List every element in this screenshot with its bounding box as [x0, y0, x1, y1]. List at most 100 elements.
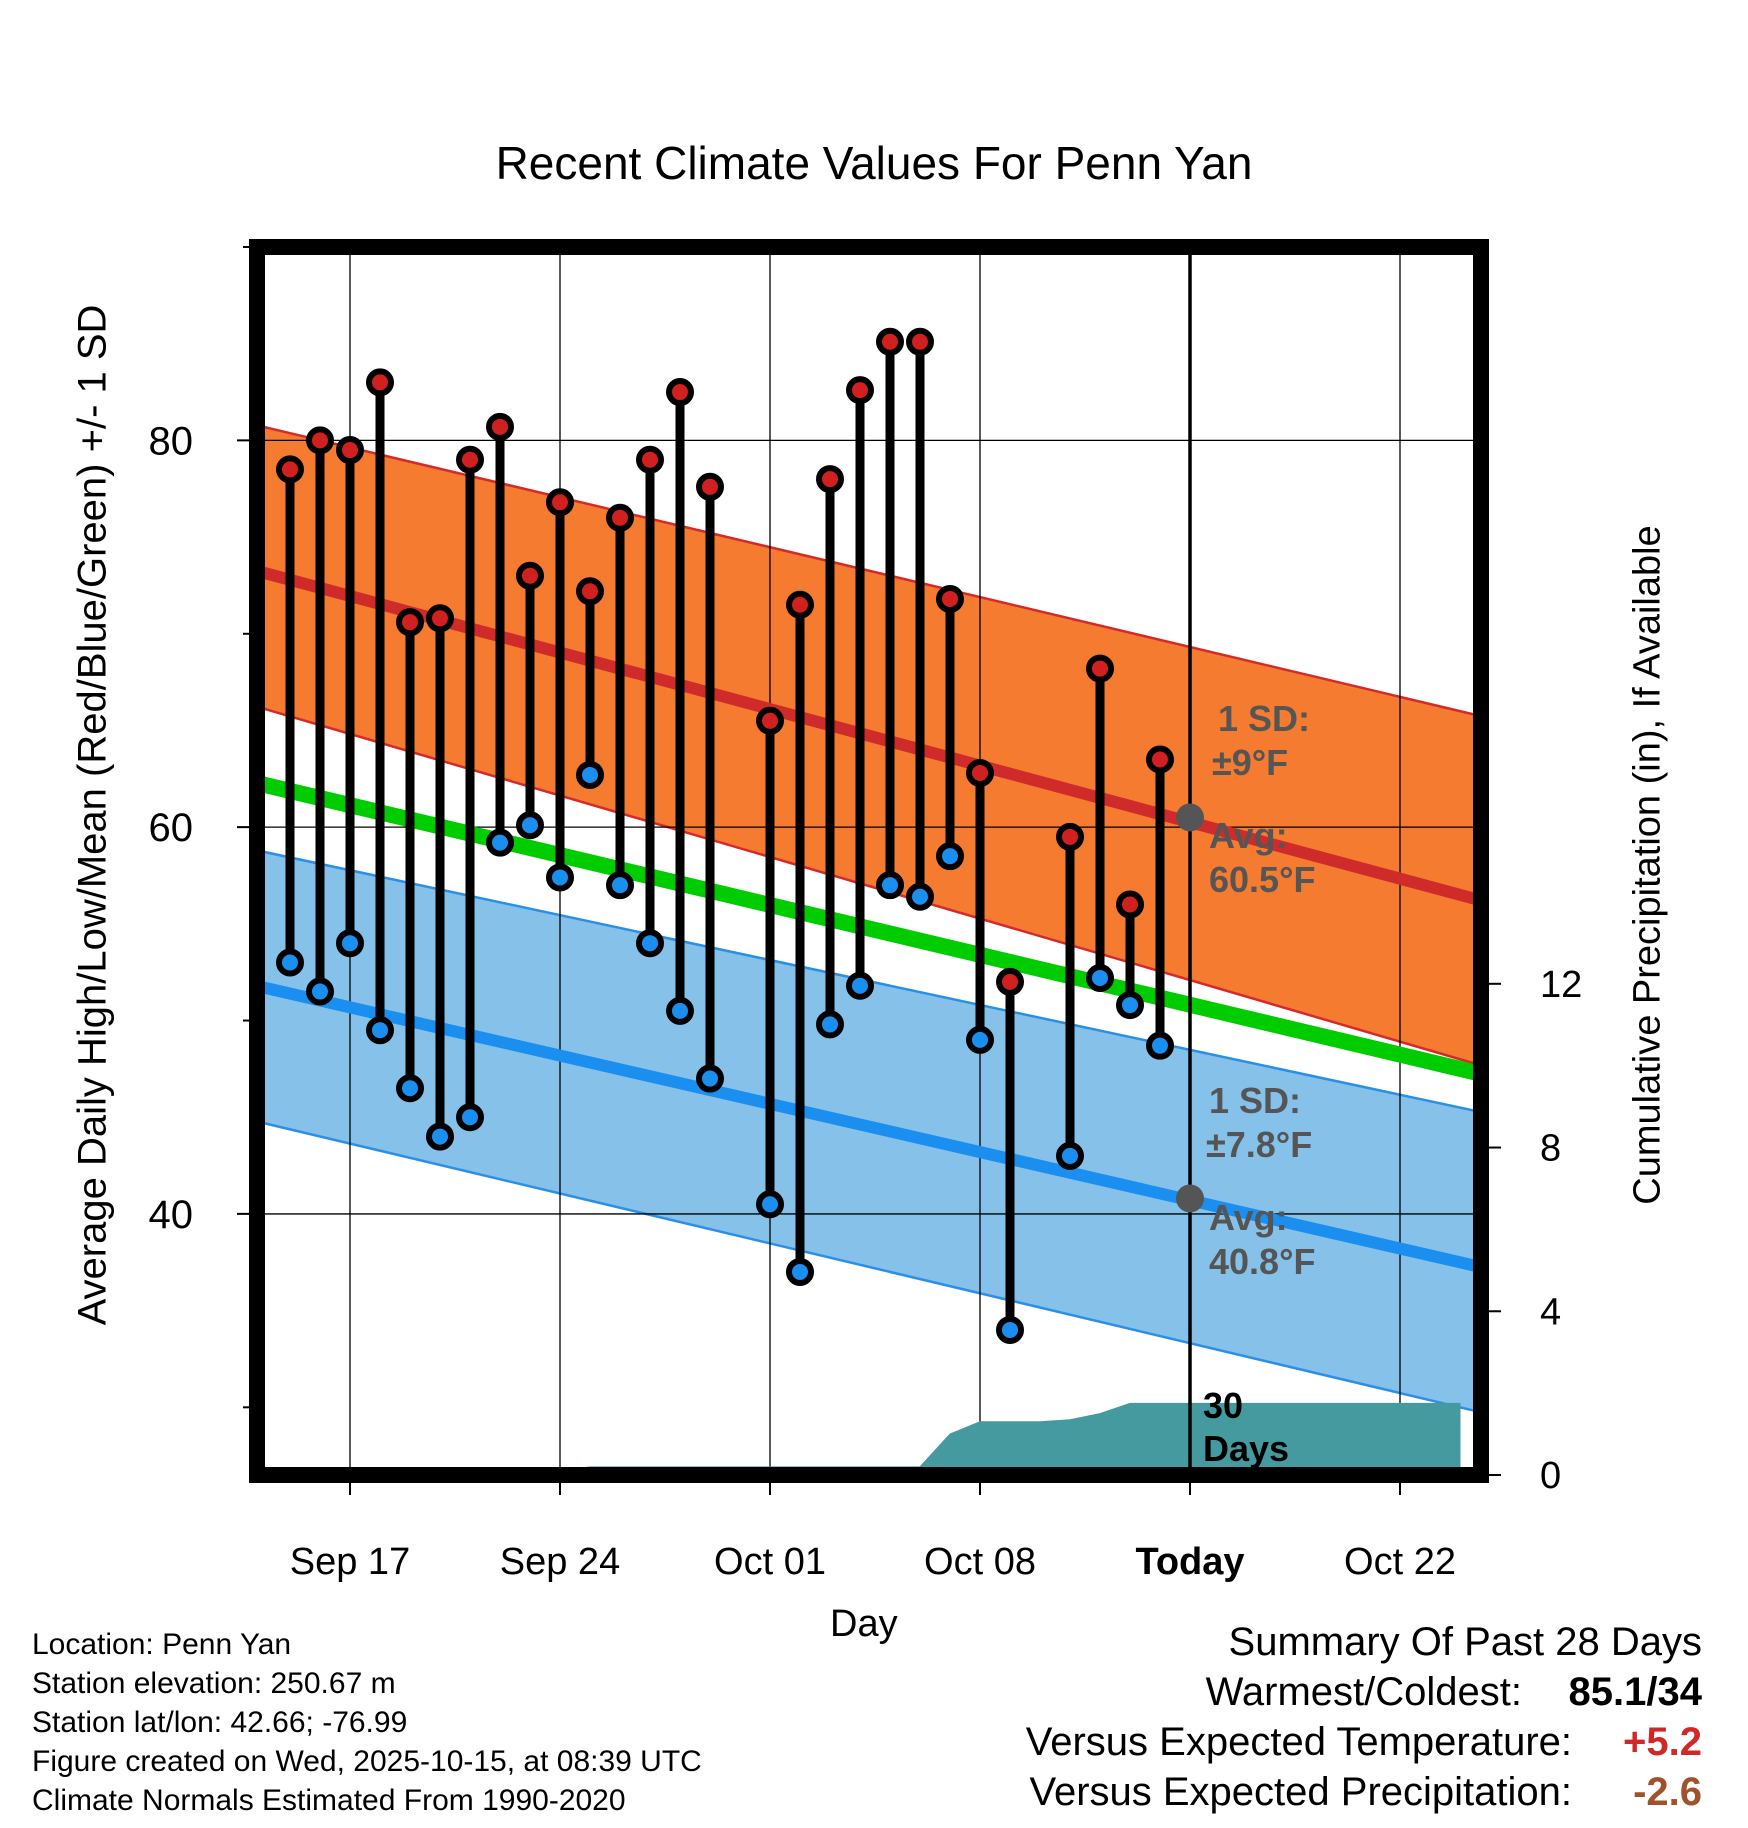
daily-low-point [306, 977, 334, 1006]
high-sd-label: 1 SD: [1218, 698, 1310, 739]
high-sd-band-lower-edge [256, 705, 1482, 1067]
x-tick-label: Oct 22 [1344, 1541, 1456, 1583]
low-avg-label: Avg: [1209, 1197, 1288, 1238]
daily-low-point [756, 1190, 784, 1219]
daily-low-point [546, 863, 574, 892]
daily-high-point [666, 378, 694, 407]
daily-high-point [486, 412, 514, 441]
low-avg-value: 40.8°F [1209, 1241, 1315, 1282]
daily-low-point [906, 882, 934, 911]
daily-low-point [846, 971, 874, 1000]
station-info: Location: Penn Yan Station elevation: 25… [32, 1625, 702, 1820]
y-tick-label-right: 12 [1540, 964, 1582, 1006]
high-sd-band-upper-edge [256, 424, 1482, 718]
daily-low-point [666, 996, 694, 1025]
daily-high-point [1146, 745, 1174, 774]
low-sd-value: ±7.8°F [1206, 1124, 1312, 1165]
x-tick-label: Today [1135, 1541, 1244, 1583]
location-text: Location: Penn Yan [32, 1628, 292, 1661]
daily-low-point [1086, 963, 1114, 992]
daily-low-point [426, 1122, 454, 1151]
y-tick-label-left: 60 [149, 806, 194, 850]
daily-high-point [396, 608, 424, 637]
low-normal-line [255, 980, 1483, 1273]
daily-low-point [696, 1064, 724, 1093]
precip-area [559, 1402, 1461, 1476]
summary-panel: Summary Of Past 28 Days Warmest/Coldest:… [1026, 1617, 1702, 1817]
x-tick-label: Sep 24 [500, 1541, 620, 1583]
x-tick-label: Oct 08 [924, 1541, 1036, 1583]
daily-high-point [426, 604, 454, 633]
today-low-normal-marker [1176, 1184, 1204, 1213]
daily-low-point [516, 811, 544, 840]
daily-low-point [366, 1016, 394, 1045]
high-avg-label: Avg: [1209, 815, 1288, 856]
daily-low-point [816, 1010, 844, 1039]
daily-high-point [816, 465, 844, 494]
elevation-text: Station elevation: 250.67 m [32, 1667, 396, 1700]
low-sd-band-lower-edge [256, 1120, 1482, 1414]
daily-high-point [996, 967, 1024, 996]
daily-high-point [516, 561, 544, 590]
daily-high-point [696, 472, 724, 501]
daily-high-point [306, 426, 334, 455]
normals-text: Climate Normals Estimated From 1990-2020 [32, 1784, 626, 1817]
daily-high-point [546, 488, 574, 517]
daily-low-point [336, 929, 364, 958]
created-text: Figure created on Wed, 2025-10-15, at 08… [32, 1745, 702, 1778]
summary-precip: Versus Expected Precipitation: -2.6 [1026, 1767, 1702, 1817]
daily-high-point [756, 706, 784, 735]
y-tick-label-right: 0 [1540, 1455, 1561, 1497]
daily-low-point [786, 1257, 814, 1286]
daily-high-point [636, 445, 664, 474]
daily-high-point [336, 436, 364, 465]
daily-low-point [966, 1025, 994, 1054]
high-normal-line [255, 565, 1483, 907]
latlon-text: Station lat/lon: 42.66; -76.99 [32, 1706, 408, 1739]
daily-high-point [936, 584, 964, 613]
daily-high-point [606, 503, 634, 532]
daily-high-point [786, 590, 814, 619]
daily-high-point [366, 368, 394, 397]
daily-low-point [576, 760, 604, 789]
precip-days-number: 30 [1203, 1385, 1243, 1426]
summary-title: Summary Of Past 28 Days [1228, 1620, 1702, 1664]
plot-frame [249, 239, 1489, 1483]
high-sd-value: ±9°F [1212, 742, 1288, 783]
daily-low-point [1056, 1141, 1084, 1170]
daily-low-point [1146, 1031, 1174, 1060]
daily-low-point [396, 1074, 424, 1103]
daily-low-point [1116, 991, 1144, 1020]
daily-high-point [576, 577, 604, 606]
daily-high-point [1116, 890, 1144, 919]
chart-title: Recent Climate Values For Penn Yan [495, 137, 1253, 189]
summary-temp: Versus Expected Temperature: +5.2 [1026, 1717, 1702, 1767]
y-tick-label-left: 80 [149, 419, 194, 463]
daily-high-point [966, 759, 994, 788]
daily-low-point [636, 929, 664, 958]
low-sd-label: 1 SD: [1209, 1080, 1301, 1121]
daily-high-point [1086, 654, 1114, 683]
precip-anomaly-value: -2.6 [1633, 1770, 1702, 1814]
warm-cold-value: 85.1/34 [1568, 1670, 1702, 1714]
daily-high-point [906, 327, 934, 356]
high-avg-value: 60.5°F [1209, 859, 1315, 900]
daily-low-point [276, 948, 304, 977]
x-tick-label: Oct 01 [714, 1541, 826, 1583]
x-axis-label: Day [830, 1603, 898, 1645]
y-tick-label-right: 8 [1540, 1128, 1561, 1170]
daily-low-point [486, 828, 514, 857]
daily-low-point [606, 871, 634, 900]
precip-days-text: Days [1203, 1428, 1289, 1469]
daily-high-point [1056, 822, 1084, 851]
daily-high-point [846, 376, 874, 405]
x-tick-label: Sep 17 [290, 1541, 410, 1583]
daily-high-point [456, 445, 484, 474]
y-tick-label-left: 40 [149, 1193, 194, 1237]
temp-anomaly-value: +5.2 [1623, 1720, 1702, 1764]
today-high-normal-marker [1176, 803, 1204, 832]
daily-low-point [876, 871, 904, 900]
summary-warm-cold: Warmest/Coldest: 85.1/34 [1026, 1667, 1702, 1717]
y-tick-label-right: 4 [1540, 1291, 1561, 1333]
